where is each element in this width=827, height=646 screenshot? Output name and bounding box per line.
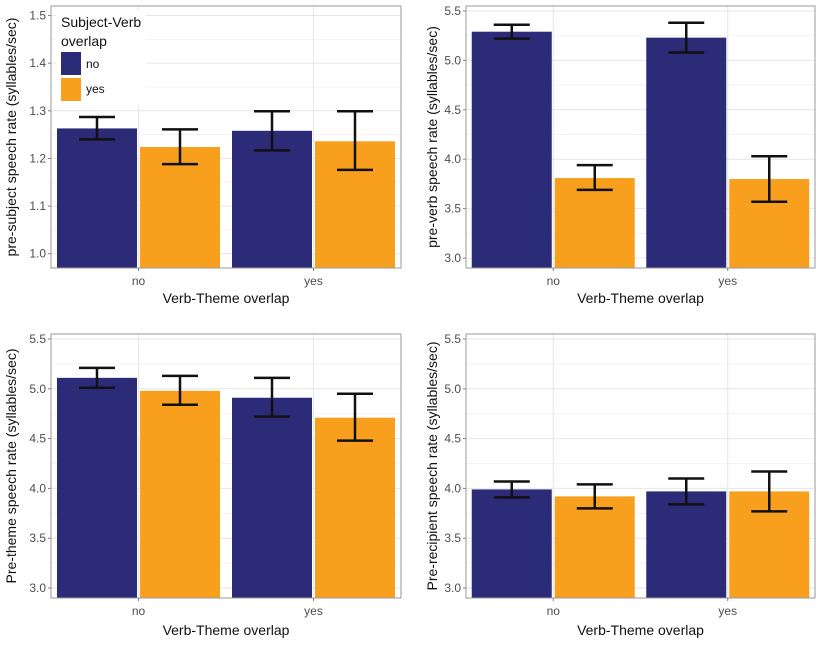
y-tick-label: 3.5 xyxy=(444,531,461,545)
y-tick-label: 4.0 xyxy=(444,152,461,166)
panel-border xyxy=(50,333,402,599)
bar-yes-no xyxy=(140,147,220,268)
x-tick-label: no xyxy=(132,274,146,288)
x-axis-title: Verb-Theme overlap xyxy=(577,622,704,638)
y-axis-title: Pre-theme speech rate (syllables/sec) xyxy=(3,349,19,584)
y-tick-label: 5.5 xyxy=(444,332,461,346)
x-tick-label: yes xyxy=(718,274,737,288)
y-tick-label: 4.5 xyxy=(444,103,461,117)
x-tick-label: no xyxy=(547,274,561,288)
x-axis-title: Verb-Theme overlap xyxy=(163,290,290,306)
y-tick-label: 1.4 xyxy=(29,56,46,70)
panel-border xyxy=(465,333,816,599)
legend-title-line1: Subject-Verb xyxy=(61,14,141,30)
y-tick-label: 5.0 xyxy=(444,382,461,396)
y-tick-label: 1.2 xyxy=(29,151,46,165)
panel-2: 3.0 3.5 4.0 4.5 5.0 5.5 no yes Verb-Theme overla… xyxy=(424,4,816,306)
y-tick-label: 5.5 xyxy=(29,332,46,346)
bar-no-yes xyxy=(646,491,727,598)
y-tick-label: 3.0 xyxy=(29,581,46,595)
legend-swatch-no xyxy=(61,52,81,75)
bar-no-yes xyxy=(232,130,312,268)
y-tick-label: 1.1 xyxy=(29,199,46,213)
x-tick-label: yes xyxy=(304,604,323,618)
legend-swatch-yes xyxy=(61,78,81,101)
bar-no-no xyxy=(57,377,137,598)
y-tick-label: 5.0 xyxy=(444,53,461,67)
y-axis-title: Pre-recipient speech rate (syllables/sec… xyxy=(424,342,440,591)
y-axis-title: pre-verb speech rate (syllables/sec) xyxy=(424,26,440,248)
bar-no-no xyxy=(471,31,552,269)
bar-no-no xyxy=(57,128,137,268)
y-tick-label: 4.5 xyxy=(444,432,461,446)
bar-yes-no xyxy=(554,496,635,598)
legend: Subject-Verb overlap no yes xyxy=(56,10,146,106)
y-tick-label: 3.0 xyxy=(444,251,461,265)
y-tick-label: 5.5 xyxy=(444,4,461,18)
y-tick-label: 4.0 xyxy=(444,481,461,495)
y-tick-label: 1.5 xyxy=(29,9,46,23)
legend-label-no: no xyxy=(86,57,100,71)
panel-border xyxy=(465,5,816,269)
x-tick-label: no xyxy=(132,604,146,618)
y-tick-label: 1.3 xyxy=(29,104,46,118)
y-tick-label: 4.5 xyxy=(29,432,46,446)
y-tick-label: 3.5 xyxy=(29,531,46,545)
y-tick-label: 1.0 xyxy=(29,247,46,261)
bar-no-no xyxy=(471,489,552,598)
x-tick-label: yes xyxy=(304,274,323,288)
y-axis-title: pre-subject speech rate (syllables/sec) xyxy=(3,18,19,257)
x-axis-title: Verb-Theme overlap xyxy=(163,622,290,638)
x-axis-title: Verb-Theme overlap xyxy=(577,290,704,306)
bar-yes-yes xyxy=(315,417,395,598)
panel-3: 3.0 3.5 4.0 4.5 5.0 5.5 no yes Verb-Theme overla… xyxy=(3,332,402,638)
panel-4: 3.0 3.5 4.0 4.5 5.0 5.5 no yes Verb-Theme overla… xyxy=(424,332,816,638)
y-tick-label: 5.0 xyxy=(29,382,46,396)
y-tick-label: 4.0 xyxy=(29,481,46,495)
bar-no-yes xyxy=(646,37,727,268)
panel-border xyxy=(50,5,402,269)
legend-label-yes: yes xyxy=(86,82,105,96)
y-tick-label: 3.0 xyxy=(444,581,461,595)
x-tick-label: yes xyxy=(718,604,737,618)
x-tick-label: no xyxy=(547,604,561,618)
bar-yes-no xyxy=(140,390,220,598)
bar-yes-no xyxy=(554,178,635,268)
y-tick-label: 3.5 xyxy=(444,202,461,216)
chart-panels: 1.0 1.1 1.2 1.3 1.4 1.5 no yes Verb-Theme overla… xyxy=(3,4,816,638)
bar-no-yes xyxy=(232,397,312,598)
legend-title-line2: overlap xyxy=(61,33,107,49)
